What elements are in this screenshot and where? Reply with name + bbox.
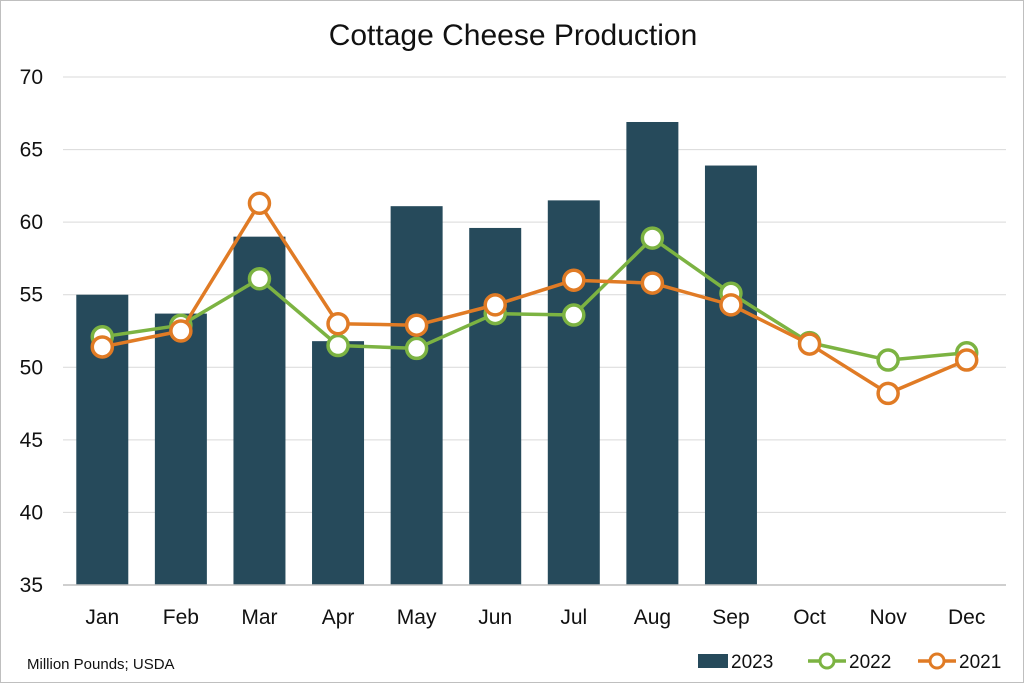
x-tick-label: Apr	[322, 606, 355, 629]
bar-2023-may	[390, 206, 443, 586]
y-tick-label: 65	[20, 139, 43, 162]
x-tick-label: Jun	[478, 606, 512, 629]
line-2021	[101, 201, 968, 396]
point-2021-nov	[876, 381, 900, 406]
x-tick-label: Dec	[948, 606, 985, 629]
bar-2023-jun	[469, 227, 522, 585]
bar-2023-jul	[547, 200, 600, 585]
point-2021-aug	[640, 271, 665, 295]
x-tick-label: Feb	[163, 606, 199, 629]
chart-title: Cottage Cheese Production	[329, 19, 698, 52]
legend-label: 2023	[731, 652, 773, 673]
point-2022-may	[404, 336, 429, 361]
point-2021-sep	[719, 293, 743, 317]
y-axis-ticks: 35 40 45 50 55 60 65 70	[20, 66, 43, 597]
y-tick-label: 55	[20, 284, 43, 307]
source-note: Million Pounds; USDA	[27, 656, 175, 673]
legend-swatch	[698, 654, 728, 668]
legend-swatch-marker	[928, 652, 946, 670]
point-2021-jan	[90, 335, 115, 359]
x-tick-label: Mar	[241, 606, 277, 629]
x-axis-ticks: Jan Feb Mar Apr May Jun Jul Aug Sep Oct Nov Dec	[85, 606, 985, 629]
point-2022-aug	[640, 226, 665, 250]
point-2021-feb	[169, 319, 193, 343]
legend-label: 2021	[959, 652, 1001, 673]
x-tick-label: May	[397, 606, 437, 629]
x-tick-label: Jul	[560, 606, 587, 629]
bar-2023-feb	[154, 313, 207, 585]
x-tick-label: Sep	[712, 606, 749, 629]
point-2021-jun	[483, 293, 507, 317]
x-tick-label: Jan	[85, 606, 119, 629]
y-tick-label: 35	[20, 574, 43, 597]
y-tick-label: 70	[20, 66, 43, 89]
bar-series	[76, 121, 757, 586]
legend-label: 2022	[849, 652, 891, 673]
y-tick-label: 60	[20, 211, 43, 234]
x-tick-label: Nov	[869, 606, 907, 629]
point-2021-mar	[247, 191, 272, 216]
point-2021-oct	[797, 332, 822, 356]
bar-2023-apr	[312, 341, 365, 585]
point-2022-apr	[326, 333, 350, 358]
x-tick-label: Aug	[634, 606, 671, 629]
y-tick-label: 50	[20, 356, 43, 379]
line-2022	[102, 236, 967, 362]
line-series	[90, 191, 979, 406]
gridlines	[63, 76, 1006, 513]
legend-item-2022: 2022	[808, 652, 891, 673]
point-2022-mar	[247, 266, 272, 291]
point-2022-jul	[562, 303, 586, 327]
point-2021-dec	[954, 348, 979, 372]
y-tick-label: 40	[20, 501, 43, 524]
legend: 2023 2022 2021	[698, 652, 1001, 673]
legend-item-2023: 2023	[698, 652, 773, 673]
legend-swatch-marker	[818, 652, 836, 670]
point-2021-may	[404, 313, 429, 337]
bar-2023-sep	[704, 165, 757, 585]
point-2021-apr	[326, 311, 350, 336]
bar-2023-aug	[626, 121, 679, 585]
x-tick-label: Oct	[793, 606, 826, 629]
point-2021-jul	[562, 268, 586, 292]
point-2022-nov	[876, 348, 900, 372]
y-tick-label: 45	[20, 429, 43, 452]
legend-item-2021: 2021	[918, 652, 1001, 673]
